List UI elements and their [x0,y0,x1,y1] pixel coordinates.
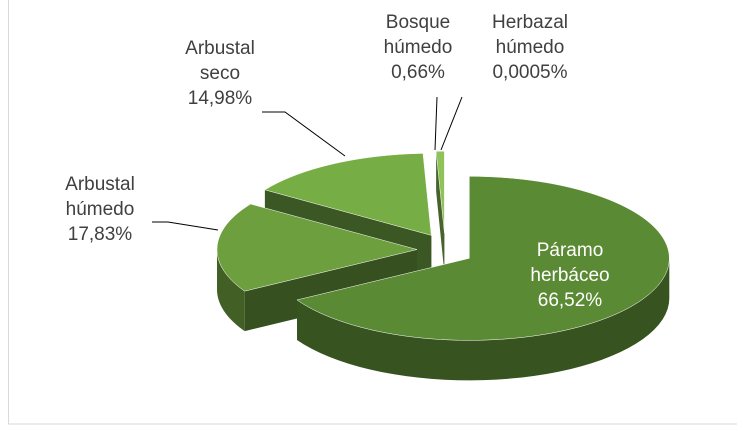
leader-line [434,96,438,151]
leader-line [262,111,346,157]
slice-side [436,151,445,274]
slice [264,153,432,236]
slice-label: Arbustal seco 14,98% [185,38,255,109]
frame [8,0,737,425]
slice [435,150,445,234]
slice [216,203,418,292]
slice-label: Bosque húmedo 0,66% [383,12,453,83]
leader-line [440,96,463,151]
slices [216,150,670,381]
leader-line [152,221,219,231]
slice-wall [217,249,245,332]
leader-lines [152,96,463,231]
slice-label: Herbazal húmedo 0,0005% [491,12,569,83]
slice [296,176,670,341]
slice-wall [296,258,670,381]
slice-label: Páramo herbáceo 66,52% [530,240,610,311]
slice-label: Arbustal húmedo 17,83% [65,174,135,245]
